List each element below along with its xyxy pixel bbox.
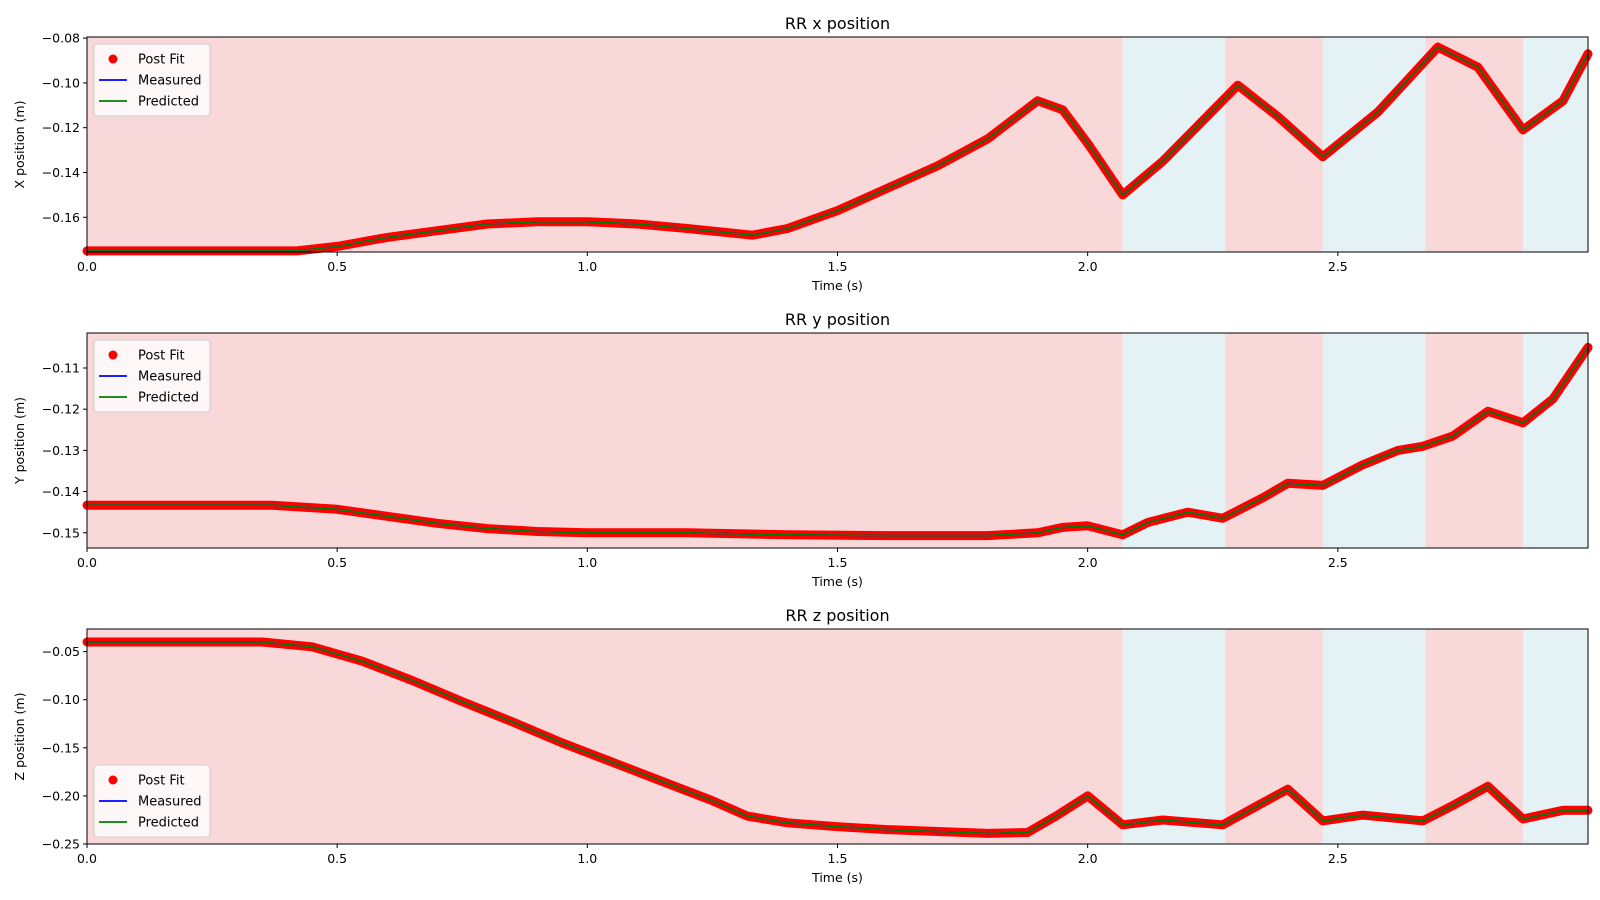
chart-title: RR y position bbox=[785, 310, 890, 329]
series-predicted bbox=[87, 641, 1588, 835]
legend-marker-post-fit bbox=[108, 350, 118, 360]
x-tick-label: 1.5 bbox=[828, 851, 848, 866]
x-axis-label: Time (s) bbox=[811, 574, 863, 589]
y-tick-label: −0.13 bbox=[42, 443, 80, 458]
phase-band-3 bbox=[1225, 333, 1323, 548]
legend-box bbox=[93, 43, 211, 117]
y-tick-label: −0.14 bbox=[42, 165, 80, 180]
y-axis-label: Y position (m) bbox=[12, 397, 27, 485]
subplot-3: 0.0 0.5 1.0 1.5 2.0 2.5 −0.25 −0.20 −0.15 −0.10 −0… bbox=[12, 606, 1593, 885]
x-tick-label: 1.0 bbox=[577, 851, 597, 866]
x-tick-label: 2.5 bbox=[1328, 851, 1348, 866]
x-tick-label: 2.5 bbox=[1328, 259, 1348, 274]
x-tick-label: 2.0 bbox=[1078, 259, 1098, 274]
phase-band-4 bbox=[1322, 629, 1426, 844]
x-tick-label: 0.0 bbox=[77, 555, 97, 570]
legend-box bbox=[93, 764, 211, 838]
y-tick-label: −0.25 bbox=[42, 837, 80, 852]
x-tick-label: 0.5 bbox=[327, 851, 347, 866]
y-tick-label: −0.16 bbox=[42, 210, 80, 225]
y-tick-label: −0.12 bbox=[42, 120, 80, 135]
y-tick-label: −0.05 bbox=[42, 644, 80, 659]
x-tick-label: 1.0 bbox=[577, 259, 597, 274]
legend-label: Measured bbox=[138, 370, 202, 385]
phase-band-4 bbox=[1322, 333, 1426, 548]
phase-band-2 bbox=[1122, 629, 1226, 844]
x-tick-label: 2.5 bbox=[1328, 555, 1348, 570]
y-tick-label: −0.15 bbox=[42, 525, 80, 540]
phase-band-1 bbox=[87, 37, 1123, 252]
subplot-1: 0.0 0.5 1.0 1.5 2.0 2.5 −0.16 −0.14 −0.12 −0.10 −0… bbox=[12, 14, 1593, 293]
x-tick-label: 0.0 bbox=[77, 851, 97, 866]
x-tick-label: 0.0 bbox=[77, 259, 97, 274]
x-tick-label: 0.5 bbox=[327, 555, 347, 570]
chart-title: RR z position bbox=[785, 606, 889, 625]
legend: Post Fit Measured Predicted bbox=[93, 764, 211, 838]
y-tick-label: −0.20 bbox=[42, 788, 80, 803]
x-tick-label: 0.5 bbox=[327, 259, 347, 274]
y-tick-label: −0.12 bbox=[42, 402, 80, 417]
series-predicted bbox=[87, 46, 1589, 252]
legend-label: Post Fit bbox=[138, 774, 185, 789]
legend-marker-post-fit bbox=[108, 775, 118, 785]
y-tick-label: −0.10 bbox=[42, 692, 80, 707]
legend-marker-post-fit bbox=[108, 54, 118, 64]
phase-band-5 bbox=[1425, 37, 1523, 252]
y-tick-label: −0.14 bbox=[42, 484, 80, 499]
legend-box bbox=[93, 339, 211, 413]
legend-label: Predicted bbox=[138, 816, 199, 831]
legend: Post Fit Measured Predicted bbox=[93, 339, 211, 413]
y-axis-label: X position (m) bbox=[12, 101, 27, 189]
x-tick-label: 2.0 bbox=[1078, 851, 1098, 866]
x-axis-label: Time (s) bbox=[811, 870, 863, 885]
chart-title: RR x position bbox=[785, 14, 890, 33]
legend-label: Post Fit bbox=[138, 53, 185, 68]
legend-label: Predicted bbox=[138, 391, 199, 406]
series-predicted bbox=[87, 346, 1589, 537]
x-tick-label: 1.0 bbox=[577, 555, 597, 570]
y-axis-label: Z position (m) bbox=[12, 693, 27, 781]
legend: Post Fit Measured Predicted bbox=[93, 43, 211, 117]
y-tick-label: −0.11 bbox=[42, 361, 80, 376]
x-axis-label: Time (s) bbox=[811, 278, 863, 293]
y-tick-label: −0.10 bbox=[42, 75, 80, 90]
subplot-2: 0.0 0.5 1.0 1.5 2.0 2.5 −0.15 −0.14 −0.13 −0.12 −0… bbox=[12, 310, 1593, 589]
x-tick-label: 1.5 bbox=[828, 259, 848, 274]
phase-band-1 bbox=[87, 333, 1123, 548]
legend-label: Measured bbox=[138, 74, 202, 89]
y-tick-label: −0.08 bbox=[42, 31, 80, 46]
legend-label: Post Fit bbox=[138, 349, 185, 364]
x-tick-label: 1.5 bbox=[828, 555, 848, 570]
phase-band-1 bbox=[87, 629, 1123, 844]
legend-label: Measured bbox=[138, 795, 202, 810]
y-tick-label: −0.15 bbox=[42, 740, 80, 755]
legend-label: Predicted bbox=[138, 95, 199, 110]
x-tick-label: 2.0 bbox=[1078, 555, 1098, 570]
